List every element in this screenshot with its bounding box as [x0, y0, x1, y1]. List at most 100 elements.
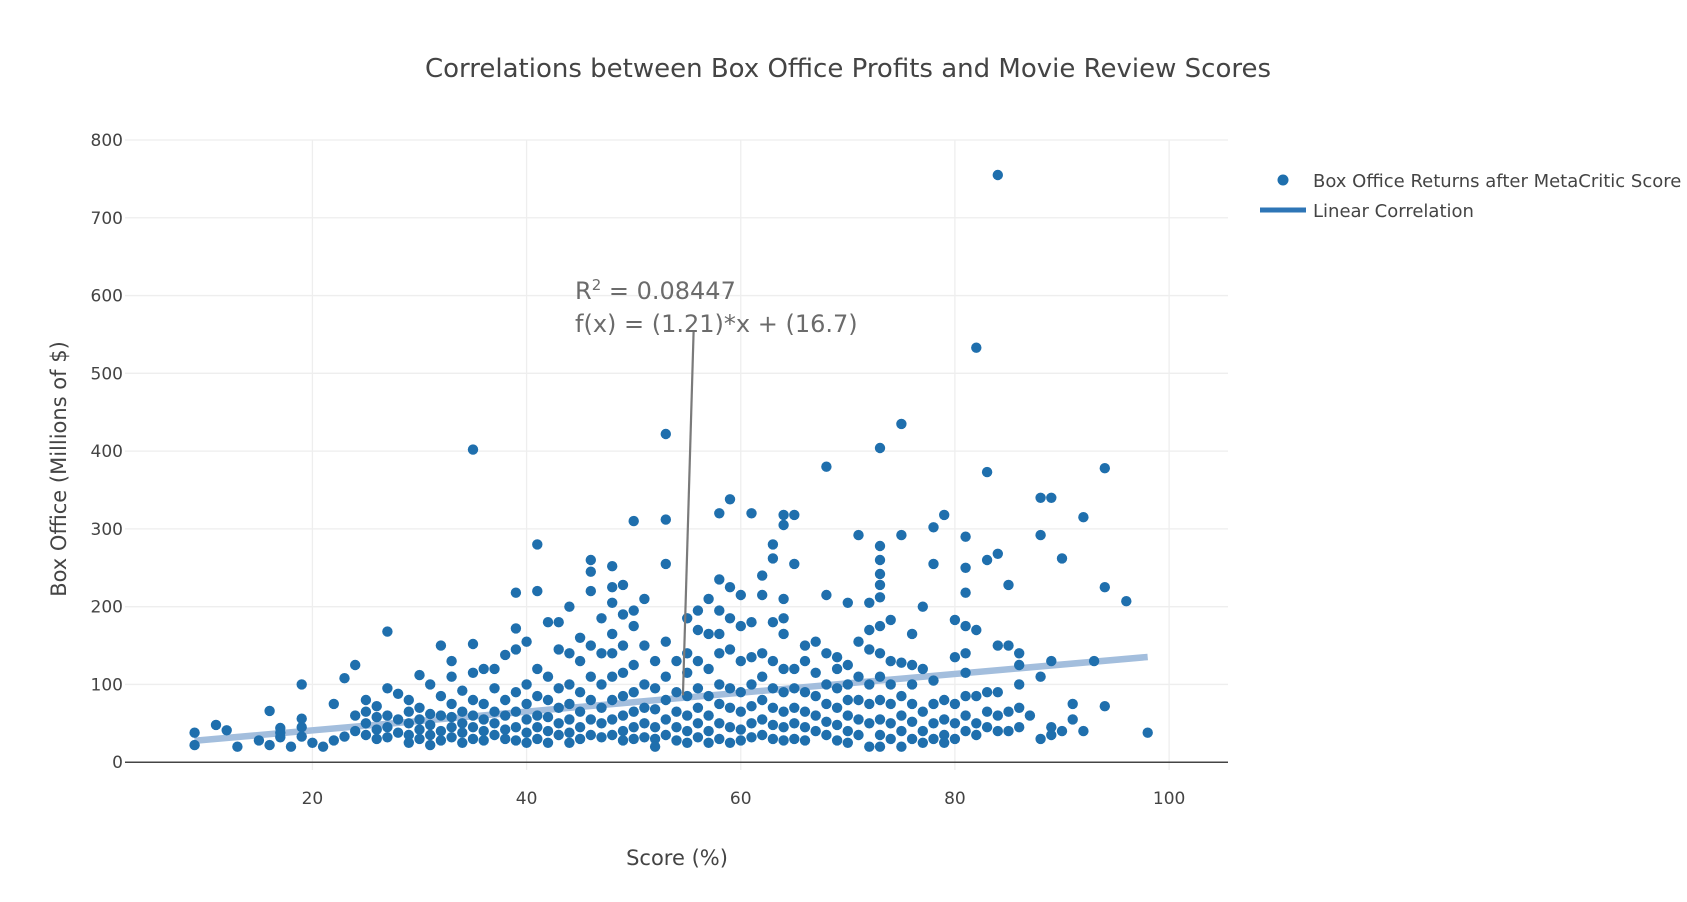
- data-point: [724, 613, 736, 624]
- data-point: [189, 739, 200, 751]
- data-point: [489, 729, 500, 741]
- data-point: [628, 605, 639, 616]
- data-point: [489, 683, 500, 694]
- data-point: [842, 725, 853, 737]
- data-point: [714, 733, 725, 745]
- data-point: [853, 529, 864, 541]
- data-point: [553, 718, 564, 729]
- data-point: [992, 725, 1003, 737]
- data-point: [371, 733, 382, 745]
- data-point: [435, 640, 447, 651]
- data-point: [703, 593, 714, 605]
- data-point: [339, 673, 350, 684]
- data-point: [821, 589, 832, 601]
- data-point: [714, 698, 725, 710]
- data-point: [746, 617, 757, 628]
- data-point: [457, 737, 468, 748]
- data-point: [564, 648, 575, 659]
- data-point: [735, 706, 746, 717]
- data-point: [917, 663, 928, 675]
- data-point: [467, 638, 479, 650]
- data-point: [885, 718, 896, 729]
- data-point: [628, 722, 639, 733]
- legend-label-scatter: Box Office Returns after MetaCritic Scor…: [1313, 171, 1681, 192]
- data-point: [649, 704, 661, 715]
- data-point: [874, 592, 886, 603]
- data-point: [831, 719, 843, 731]
- data-point: [842, 597, 853, 608]
- data-point: [628, 620, 639, 632]
- data-point: [928, 733, 939, 745]
- data-point: [1035, 492, 1046, 503]
- data-point: [757, 589, 768, 601]
- data-point: [435, 710, 447, 721]
- data-point: [874, 554, 886, 566]
- data-point: [553, 683, 564, 694]
- data-point: [874, 729, 886, 741]
- data-point: [660, 514, 671, 525]
- data-point: [414, 724, 425, 735]
- data-point: [821, 461, 832, 472]
- data-point: [746, 718, 757, 729]
- data-point: [1078, 725, 1089, 737]
- data-point: [639, 679, 650, 690]
- data-point: [724, 683, 736, 694]
- data-point: [692, 718, 704, 729]
- data-point: [649, 655, 661, 667]
- data-point: [500, 649, 511, 661]
- data-point: [949, 698, 961, 710]
- data-point: [478, 714, 489, 725]
- data-point: [553, 644, 564, 655]
- data-point: [467, 733, 479, 745]
- data-point: [446, 711, 457, 723]
- data-point: [585, 714, 596, 725]
- data-point: [521, 698, 532, 710]
- data-point: [981, 687, 993, 698]
- data-point: [799, 655, 811, 667]
- data-point: [521, 714, 532, 725]
- data-point: [778, 519, 789, 531]
- data-point: [510, 722, 522, 733]
- data-point: [971, 624, 982, 636]
- data-point: [831, 683, 843, 694]
- data-point: [457, 727, 468, 738]
- x-axis-title: Score (%): [626, 846, 728, 870]
- data-point: [414, 669, 425, 681]
- data-point: [296, 731, 307, 742]
- data-point: [799, 687, 811, 698]
- data-point: [767, 655, 779, 667]
- data-point: [757, 694, 768, 706]
- data-point: [457, 718, 468, 729]
- data-point: [692, 683, 704, 694]
- data-point: [532, 663, 543, 675]
- data-point: [714, 718, 725, 729]
- data-point: [596, 613, 607, 624]
- data-point: [360, 694, 372, 706]
- data-point: [735, 620, 746, 632]
- data-point: [639, 732, 650, 743]
- data-point: [692, 655, 704, 667]
- data-point: [703, 628, 714, 640]
- data-point: [574, 733, 586, 745]
- data-point: [607, 671, 618, 682]
- data-point: [949, 733, 961, 745]
- data-point: [660, 729, 671, 741]
- data-point: [799, 722, 811, 733]
- data-point: [735, 687, 746, 698]
- chart-title: Correlations between Box Office Profits …: [425, 54, 1271, 84]
- data-point: [446, 732, 457, 743]
- data-point: [307, 737, 318, 748]
- data-point: [853, 671, 864, 682]
- data-point: [617, 725, 629, 737]
- data-point: [928, 718, 939, 729]
- data-point: [392, 714, 404, 725]
- data-point: [864, 718, 875, 729]
- data-point: [874, 671, 886, 682]
- data-point: [1046, 722, 1057, 733]
- data-point: [874, 620, 886, 632]
- data-point: [767, 617, 779, 628]
- data-point: [1088, 655, 1100, 667]
- data-point: [1121, 596, 1132, 607]
- data-point: [896, 690, 907, 702]
- data-point: [360, 718, 372, 729]
